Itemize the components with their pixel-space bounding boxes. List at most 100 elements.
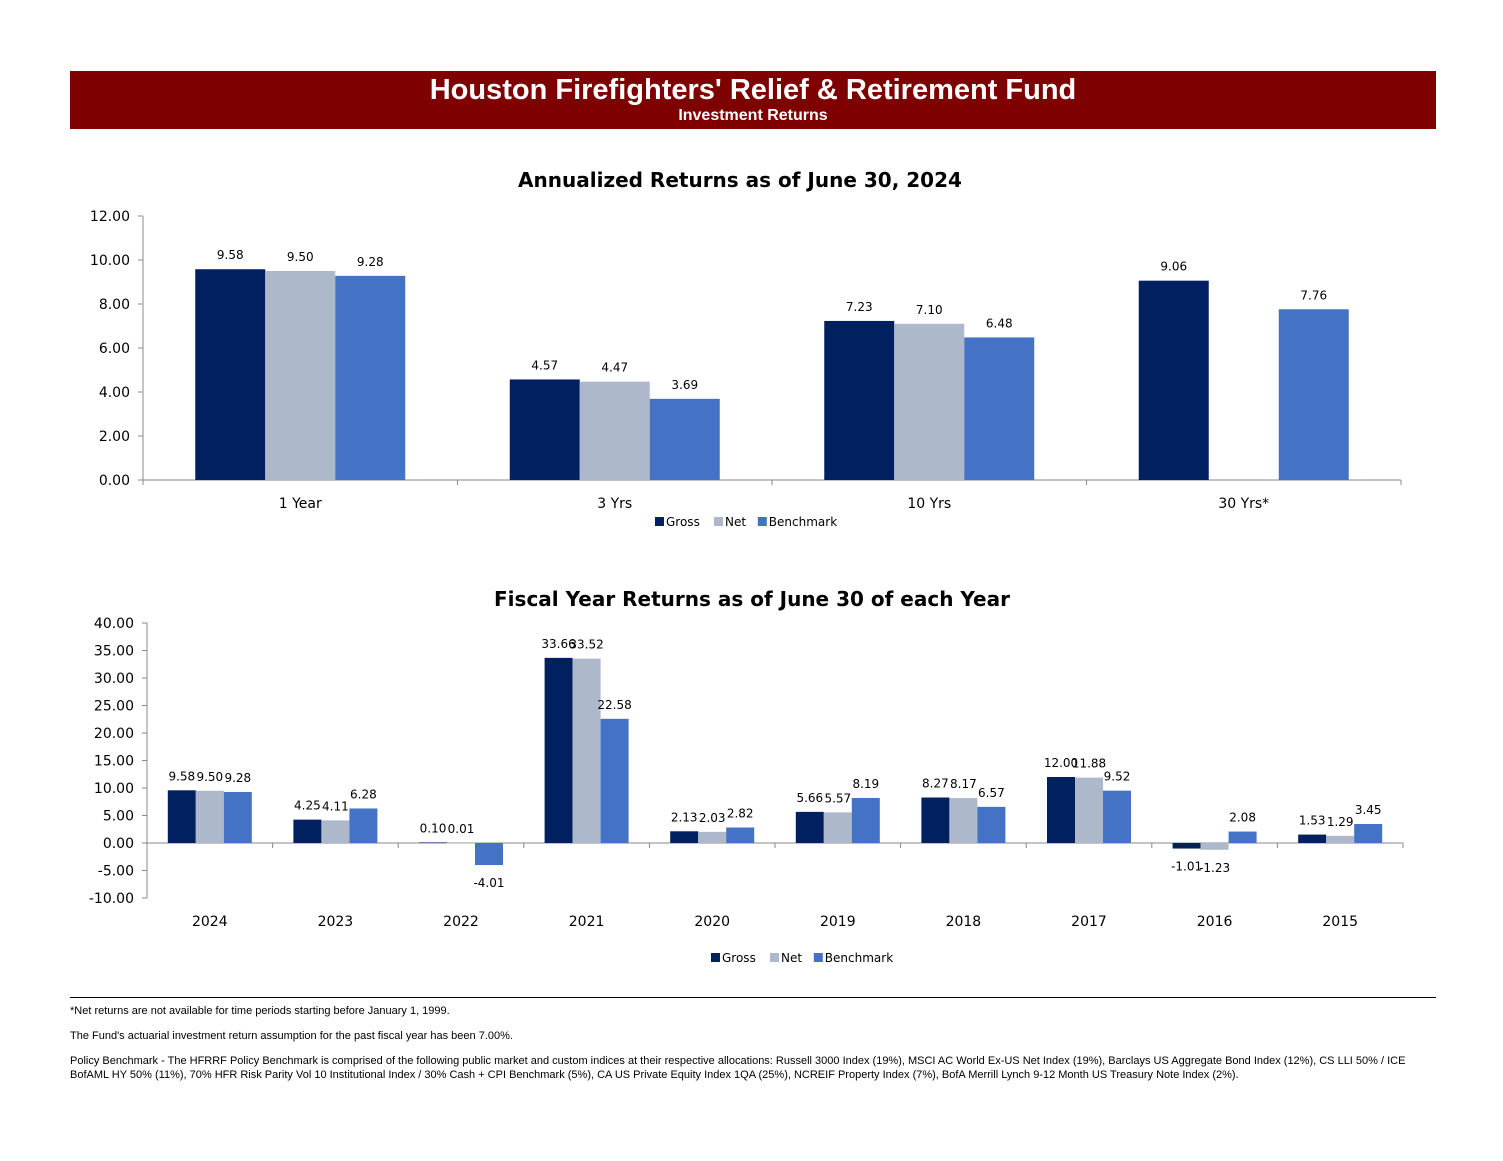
bar-benchmark [851,797,880,843]
x-category-label: 3 Yrs [597,496,632,512]
data-label: 9.58 [217,248,244,262]
bar-net [265,271,336,480]
bar-benchmark [977,806,1006,843]
bar-net [823,812,852,843]
y-tick-label: 15.00 [94,754,134,770]
data-label: 2.08 [1229,811,1256,825]
y-tick-label: 30.00 [94,671,134,687]
bar-gross [167,790,196,843]
x-category-label: 1 Year [279,496,322,512]
data-label: 12.00 [1044,756,1078,770]
bar-net [579,381,650,480]
x-category-label: 2019 [820,914,856,930]
x-category-label: 2016 [1197,914,1233,930]
y-tick-label: -10.00 [89,891,134,907]
bar-net [1075,777,1103,843]
page-title: Houston Firefighters' Relief & Retiremen… [429,74,1077,106]
bar-gross [419,842,447,844]
data-label: 2.82 [727,806,754,820]
x-category-label: 2015 [1322,914,1358,930]
bar-benchmark [600,718,629,843]
data-label: 9.50 [196,770,223,784]
y-tick-label: 0.00 [103,836,134,852]
data-label: 5.66 [796,791,823,805]
bar-gross [670,831,699,843]
data-label: -1.01 [1171,860,1202,874]
y-tick-label: 35.00 [94,644,134,660]
chart-title: Annualized Returns as of June 30, 2024 [518,168,962,192]
bar-net [949,798,978,843]
data-label: 8.27 [922,777,949,791]
data-label: -4.01 [473,876,504,890]
data-label: 5.57 [824,791,851,805]
data-label: 3.45 [1355,803,1382,817]
x-category-label: 2023 [318,914,354,930]
data-label: 7.10 [916,303,943,317]
y-tick-label: 8.00 [99,297,130,313]
y-tick-label: -5.00 [98,864,134,880]
data-label: 8.19 [852,777,879,791]
bar-benchmark [649,398,720,480]
bar-net [447,842,475,844]
legend-label: Benchmark [825,951,893,965]
x-category-label: 30 Yrs* [1218,496,1269,512]
bar-gross [921,797,950,843]
chart-title: Fiscal Year Returns as of June 30 of eac… [494,587,1010,611]
y-tick-label: 4.00 [99,385,130,401]
x-category-label: 2017 [1071,914,1107,930]
data-label: 6.48 [986,316,1013,330]
legend-label: Net [725,515,746,529]
footnote-actuarial-assumption: The Fund's actuarial investment return a… [70,1030,513,1042]
y-tick-label: 10.00 [94,781,134,797]
footnote-net-returns: *Net returns are not available for time … [70,1005,450,1017]
data-label: 0.01 [448,822,475,836]
bar-gross [195,269,266,480]
bar-gross [1047,777,1075,843]
x-category-label: 2024 [192,914,228,930]
x-category-label: 2020 [694,914,730,930]
bar-benchmark [1278,309,1349,480]
legend-swatch [655,517,664,526]
data-label: 7.23 [846,300,873,314]
y-tick-label: 0.00 [99,473,130,489]
bar-net [321,820,350,843]
data-label: 4.47 [601,361,628,375]
bar-benchmark [1228,831,1257,843]
bar-benchmark [223,791,252,843]
header-banner: Houston Firefighters' Relief & Retiremen… [70,71,1436,129]
page-subtitle: Investment Returns [678,107,828,124]
data-label: 9.06 [1160,260,1187,274]
legend-swatch [711,953,720,962]
bar-net [894,323,965,480]
data-label: 33.66 [541,637,575,651]
bar-net [698,831,727,843]
footnote-policy-benchmark: Policy Benchmark - The HFRRF Policy Benc… [70,1055,1406,1081]
data-label: 9.28 [224,771,251,785]
y-tick-label: 2.00 [99,429,130,445]
bar-gross [824,320,895,480]
data-label: 9.58 [168,769,195,783]
data-label: 22.58 [597,698,631,712]
data-label: 9.52 [1104,770,1131,784]
bar-gross [1138,280,1209,480]
data-label: 4.57 [531,358,558,372]
legend-label: Net [781,951,802,965]
bar-gross [1298,834,1327,843]
bar-gross [293,819,322,843]
y-tick-label: 25.00 [94,699,134,715]
bar-gross [795,811,824,843]
data-label: 6.57 [978,786,1005,800]
bar-benchmark [1103,790,1131,843]
data-label: 2.13 [671,810,698,824]
bar-net [1326,835,1355,843]
bar-gross [544,657,573,843]
data-label: 4.11 [322,799,349,813]
bar-benchmark [726,827,755,843]
y-tick-label: 10.00 [90,253,130,269]
data-label: 9.28 [357,255,384,269]
y-tick-label: 5.00 [103,809,134,825]
data-label: 2.03 [699,811,726,825]
legend-label: Benchmark [769,515,837,529]
y-tick-label: 12.00 [90,209,130,225]
bar-net [195,790,224,843]
